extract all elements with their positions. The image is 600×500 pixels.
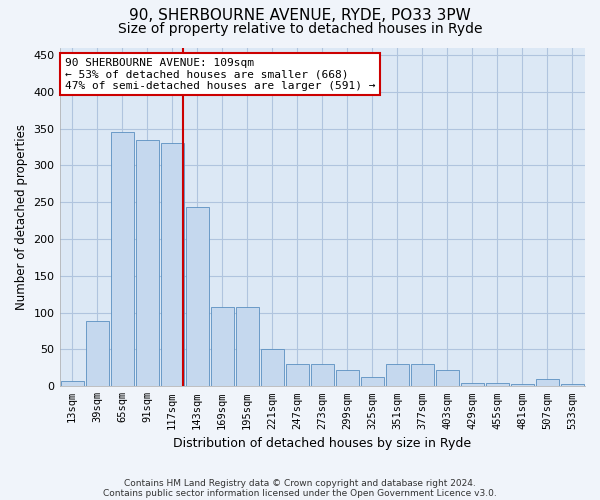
Bar (361, 378, 384, 386)
Bar (136, 140, 158, 386)
Text: Size of property relative to detached houses in Ryde: Size of property relative to detached ho… (118, 22, 482, 36)
Text: Contains HM Land Registry data © Crown copyright and database right 2024.: Contains HM Land Registry data © Crown c… (124, 478, 476, 488)
Text: 90, SHERBOURNE AVENUE, RYDE, PO33 3PW: 90, SHERBOURNE AVENUE, RYDE, PO33 3PW (129, 8, 471, 22)
Y-axis label: Number of detached properties: Number of detached properties (15, 124, 28, 310)
Bar (110, 132, 134, 386)
Bar (236, 307, 259, 386)
Bar (436, 370, 459, 386)
X-axis label: Distribution of detached houses by size in Ryde: Distribution of detached houses by size … (173, 437, 472, 450)
Bar (311, 364, 334, 386)
Bar (86, 322, 109, 386)
Bar (561, 384, 584, 386)
Bar (336, 370, 359, 386)
Bar (386, 364, 409, 386)
Text: 90 SHERBOURNE AVENUE: 109sqm
← 53% of detached houses are smaller (668)
47% of s: 90 SHERBOURNE AVENUE: 109sqm ← 53% of de… (65, 58, 375, 91)
Bar (461, 382, 484, 386)
Bar (286, 364, 309, 386)
Bar (411, 364, 434, 386)
Bar (511, 384, 534, 386)
Bar (211, 307, 233, 386)
Bar (185, 208, 209, 386)
Bar (61, 381, 83, 386)
Bar (536, 379, 559, 386)
Bar (161, 143, 184, 386)
Text: Contains public sector information licensed under the Open Government Licence v3: Contains public sector information licen… (103, 488, 497, 498)
Bar (261, 350, 284, 387)
Bar (486, 382, 509, 386)
